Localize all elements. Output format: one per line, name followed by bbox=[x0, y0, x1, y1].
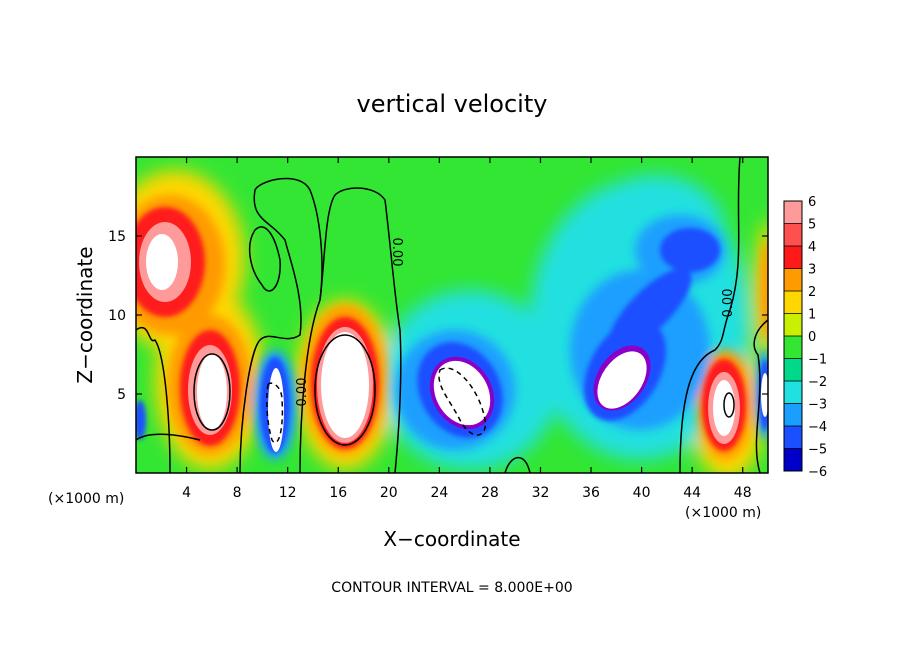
zero-contour-loop-left bbox=[248, 226, 281, 292]
x-tick-label: 44 bbox=[683, 485, 701, 501]
colorbar-swatch bbox=[784, 336, 802, 359]
contour-core-left bbox=[193, 353, 231, 431]
colorbar-label: −2 bbox=[808, 375, 827, 390]
colorbar-swatch bbox=[784, 403, 802, 426]
colorbar-label: 4 bbox=[808, 240, 816, 255]
colorbar-swatch bbox=[784, 291, 802, 314]
white-strip bbox=[268, 368, 284, 452]
white-left-upper bbox=[146, 234, 178, 290]
dark-blue-upper bbox=[660, 228, 720, 272]
x-tick-label: 4 bbox=[182, 485, 191, 501]
x-axis-label: X−coordinate bbox=[383, 527, 520, 551]
x-tick-label: 40 bbox=[633, 485, 651, 501]
colorbar-label: −1 bbox=[808, 353, 827, 368]
x-tick-label: 8 bbox=[233, 485, 242, 501]
colorbar-swatch bbox=[784, 223, 802, 246]
core-layer bbox=[139, 222, 768, 452]
colorbar-label: −5 bbox=[808, 443, 827, 458]
colorbar-label: −3 bbox=[808, 398, 827, 413]
white-mid bbox=[433, 360, 491, 426]
y-axis-label: Z−coordinate bbox=[73, 246, 97, 383]
plot-field bbox=[136, 157, 768, 473]
dark-blue-diag bbox=[608, 268, 692, 352]
zero-contour-strip bbox=[239, 177, 323, 473]
colorbar-swatch bbox=[784, 246, 802, 269]
x-unit-left: (×1000 m) bbox=[48, 491, 124, 507]
x-tick-label: 20 bbox=[380, 485, 398, 501]
contour-lines bbox=[136, 157, 768, 473]
contour-core-center bbox=[314, 334, 376, 446]
x-tick-label: 24 bbox=[430, 485, 448, 501]
x-unit-right: (×1000 m) bbox=[685, 505, 761, 521]
contour-dashed-mid bbox=[438, 367, 486, 436]
colorbar-label: −4 bbox=[808, 420, 827, 435]
colorbar-label: 6 bbox=[808, 195, 816, 210]
y-tick-label: 5 bbox=[117, 387, 126, 403]
zero-contour-mid-bottom bbox=[504, 456, 531, 473]
zero-contour-right bbox=[679, 157, 741, 473]
zero-contour-left bbox=[136, 327, 171, 473]
zero-contour-far-right bbox=[753, 319, 768, 473]
colorbar-label: 3 bbox=[808, 263, 816, 278]
colorbar-swatch bbox=[784, 358, 802, 381]
y-tick-label: 15 bbox=[108, 229, 126, 245]
contour-label-right: 0.00 bbox=[721, 289, 736, 318]
blue-left-edge bbox=[136, 400, 146, 440]
contour-label-center: 0.00 bbox=[389, 238, 404, 267]
white-far-right bbox=[761, 373, 768, 417]
x-tick-label: 12 bbox=[279, 485, 297, 501]
y-axis-ticks: 5 10 15 bbox=[108, 229, 768, 403]
colorbar-swatch bbox=[784, 426, 802, 449]
colorbar-label: 2 bbox=[808, 285, 816, 300]
x-tick-label: 32 bbox=[532, 485, 550, 501]
colorbar-label: 1 bbox=[808, 308, 816, 323]
zero-contour-left-base bbox=[136, 433, 201, 441]
colorbar: 6 5 4 3 2 1 0 −1 −2 −3 −4 −5 −6 bbox=[783, 195, 827, 480]
white-right-down bbox=[597, 351, 647, 409]
colorbar-label: 0 bbox=[808, 330, 816, 345]
y-tick-label: 10 bbox=[108, 308, 126, 324]
colorbar-swatch bbox=[784, 381, 802, 404]
white-left-lower bbox=[197, 354, 227, 430]
contour-interval-note: CONTOUR INTERVAL = 8.000E+00 bbox=[331, 580, 572, 596]
white-center bbox=[321, 332, 369, 438]
colorbar-swatch bbox=[784, 448, 802, 471]
x-tick-label: 36 bbox=[582, 485, 600, 501]
colorbar-label: 5 bbox=[808, 218, 816, 233]
colorbar-swatch bbox=[784, 268, 802, 291]
x-tick-label: 48 bbox=[734, 485, 752, 501]
contour-label-strip: 0.00 bbox=[295, 378, 310, 407]
colorbar-swatch bbox=[784, 201, 802, 224]
x-tick-label: 28 bbox=[481, 485, 499, 501]
contour-core-right bbox=[723, 392, 735, 418]
colorbar-swatch bbox=[784, 313, 802, 336]
zero-contour-center bbox=[299, 187, 402, 473]
chart-title: vertical velocity bbox=[357, 90, 548, 118]
x-axis-ticks: 4 8 12 16 20 24 28 32 36 40 44 48 bbox=[182, 157, 752, 501]
x-tick-label: 16 bbox=[329, 485, 347, 501]
colorbar-label: −6 bbox=[808, 465, 827, 480]
